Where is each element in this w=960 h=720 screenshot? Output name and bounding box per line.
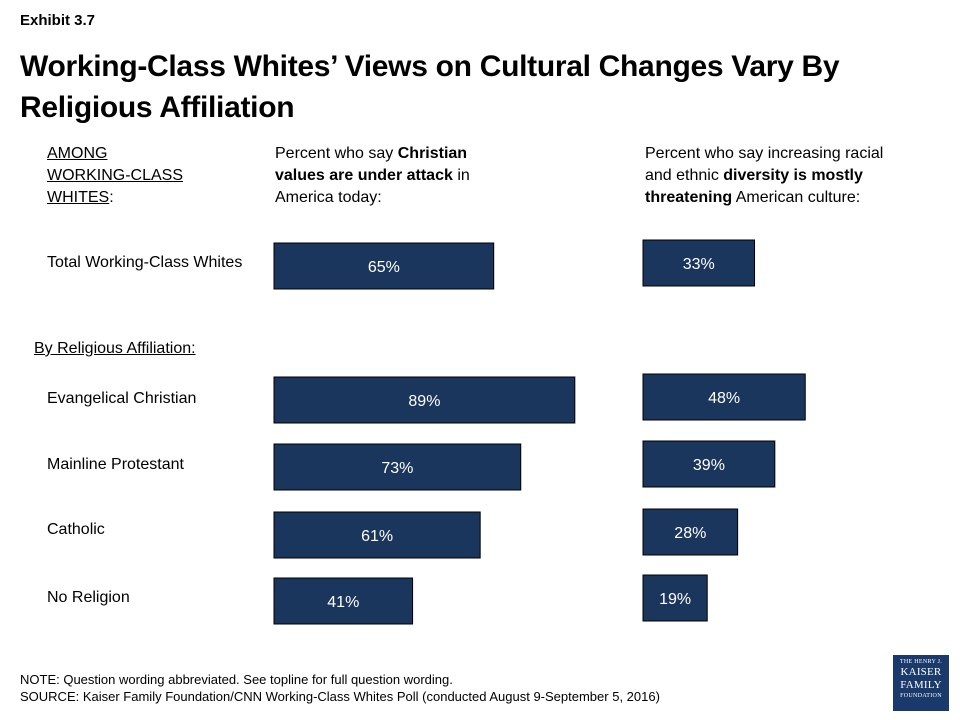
logo-text-top: THE HENRY J. bbox=[899, 659, 943, 665]
column-header-diversity-threat: Percent who say increasing racial and et… bbox=[645, 143, 945, 209]
bar-christian-1 bbox=[273, 376, 576, 424]
among-line-2: WORKING-CLASS bbox=[47, 167, 184, 184]
footnote: NOTE: Question wording abbreviated. See … bbox=[20, 671, 660, 705]
bar-label-christian-4: 41% bbox=[327, 594, 359, 611]
col1-text-bold-2: values are under attack bbox=[275, 167, 453, 184]
title-line-1: Working-Class Whites’ Views on Cultural … bbox=[20, 50, 840, 83]
col2-text-bold-3: threatening bbox=[645, 189, 733, 206]
bar-christian-0 bbox=[273, 242, 495, 290]
row-label-mainline: Mainline Protestant bbox=[47, 456, 184, 473]
bar-diversity-1 bbox=[642, 373, 806, 421]
source-text: SOURCE: Kaiser Family Foundation/CNN Wor… bbox=[20, 689, 660, 704]
bar-christian-3 bbox=[273, 511, 481, 559]
logo-text-bottom: FOUNDATION bbox=[900, 693, 942, 699]
col2-text-post-3: American culture: bbox=[732, 189, 861, 206]
row-label-catholic: Catholic bbox=[47, 521, 105, 538]
col1-text-post-1: in bbox=[452, 167, 470, 184]
bar-label-diversity-2: 39% bbox=[693, 457, 725, 474]
bar-label-christian-1: 89% bbox=[408, 393, 440, 410]
col1-text-post-2: America today: bbox=[275, 189, 382, 206]
exhibit-label: Exhibit 3.7 bbox=[20, 12, 96, 29]
kff-logo: THE HENRY J. KAISER FAMILY FOUNDATION bbox=[893, 655, 949, 711]
row-label-evangelical: Evangelical Christian bbox=[47, 390, 197, 407]
col1-text-pre: Percent who say bbox=[275, 145, 398, 162]
column-header-christian-values: Percent who say Christian values are und… bbox=[275, 143, 515, 209]
title-line-2: Religious Affiliation bbox=[20, 91, 295, 124]
bar-label-christian-2: 73% bbox=[381, 460, 413, 477]
logo-text-kaiser: KAISER bbox=[900, 666, 942, 678]
col2-text-bold-2: diversity is mostly bbox=[723, 167, 863, 184]
bar-diversity-3 bbox=[642, 508, 739, 556]
bar-diversity-0 bbox=[642, 239, 756, 287]
note-text: NOTE: Question wording abbreviated. See … bbox=[20, 672, 453, 687]
bar-label-christian-3: 61% bbox=[361, 528, 393, 545]
bar-label-diversity-1: 48% bbox=[708, 390, 740, 407]
col2-text-line-1: Percent who say increasing racial bbox=[645, 145, 884, 162]
bar-diversity-4 bbox=[642, 574, 708, 622]
among-line-3: WHITES bbox=[47, 189, 110, 206]
bar-label-diversity-3: 28% bbox=[674, 525, 706, 542]
chart-title: Working-Class Whites’ Views on Cultural … bbox=[20, 46, 920, 128]
bar-christian-4 bbox=[273, 577, 414, 625]
bar-label-diversity-0: 33% bbox=[683, 256, 715, 273]
bar-diversity-2 bbox=[642, 440, 776, 488]
among-line-1: AMONG bbox=[47, 145, 108, 162]
section-label-religious-affiliation: By Religious Affiliation: bbox=[34, 340, 196, 357]
col2-text-pre-2: and ethnic bbox=[645, 167, 724, 184]
col1-text-bold-1: Christian bbox=[397, 145, 468, 162]
bar-christian-2 bbox=[273, 443, 522, 491]
logo-text-family: FAMILY bbox=[900, 679, 942, 691]
bar-label-christian-0: 65% bbox=[368, 259, 400, 276]
population-label: AMONG WORKING-CLASS WHITES: bbox=[47, 143, 183, 209]
row-label-no-religion: No Religion bbox=[47, 589, 130, 606]
row-label-total: Total Working-Class Whites bbox=[47, 254, 243, 271]
bar-label-diversity-4: 19% bbox=[659, 591, 691, 608]
among-colon: : bbox=[109, 189, 114, 206]
